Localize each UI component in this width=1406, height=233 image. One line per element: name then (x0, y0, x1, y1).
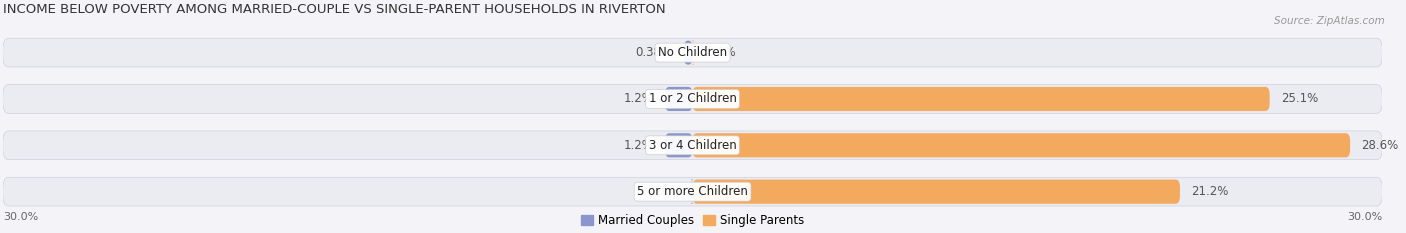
FancyBboxPatch shape (3, 131, 1382, 160)
Text: 3 or 4 Children: 3 or 4 Children (648, 139, 737, 152)
FancyBboxPatch shape (3, 38, 1382, 67)
Legend: Married Couples, Single Parents: Married Couples, Single Parents (576, 209, 808, 232)
Text: Source: ZipAtlas.com: Source: ZipAtlas.com (1274, 16, 1385, 26)
FancyBboxPatch shape (690, 180, 693, 204)
Text: 5 or more Children: 5 or more Children (637, 185, 748, 198)
Text: 1.2%: 1.2% (624, 139, 654, 152)
FancyBboxPatch shape (683, 41, 693, 65)
FancyBboxPatch shape (665, 87, 693, 111)
Text: 0.0%: 0.0% (651, 185, 681, 198)
FancyBboxPatch shape (693, 133, 1350, 157)
Text: 0.0%: 0.0% (706, 46, 735, 59)
Text: 30.0%: 30.0% (3, 212, 38, 222)
Text: INCOME BELOW POVERTY AMONG MARRIED-COUPLE VS SINGLE-PARENT HOUSEHOLDS IN RIVERTO: INCOME BELOW POVERTY AMONG MARRIED-COUPL… (3, 3, 665, 16)
FancyBboxPatch shape (3, 177, 1382, 206)
Text: 28.6%: 28.6% (1361, 139, 1399, 152)
FancyBboxPatch shape (693, 180, 1180, 204)
FancyBboxPatch shape (693, 87, 1270, 111)
Text: 21.2%: 21.2% (1191, 185, 1229, 198)
Text: 25.1%: 25.1% (1281, 93, 1319, 106)
FancyBboxPatch shape (3, 85, 1382, 113)
Text: 1 or 2 Children: 1 or 2 Children (648, 93, 737, 106)
Text: 30.0%: 30.0% (1347, 212, 1382, 222)
Text: 1.2%: 1.2% (624, 93, 654, 106)
Text: No Children: No Children (658, 46, 727, 59)
FancyBboxPatch shape (692, 41, 695, 65)
FancyBboxPatch shape (665, 133, 693, 157)
Text: 0.38%: 0.38% (636, 46, 672, 59)
